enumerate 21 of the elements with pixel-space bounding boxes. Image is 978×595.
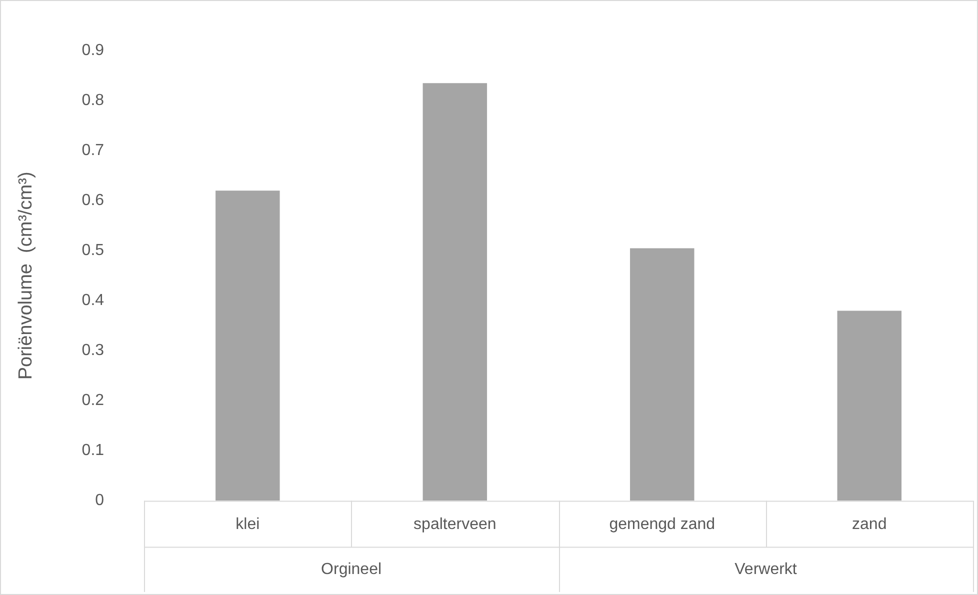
y-tick-label: 0.3 — [82, 342, 104, 360]
x-tick-label: zand — [852, 516, 887, 533]
x-tick-label: spalterveen — [414, 516, 496, 533]
text: Verwerkt — [734, 560, 798, 578]
y-tick-label: 0.1 — [82, 442, 104, 460]
y-tick-label: 0.8 — [82, 92, 104, 110]
y-axis-title: Poriënvolume (cm³/cm³) — [16, 172, 37, 380]
y-tick-label: 0.6 — [82, 192, 104, 210]
y-tick-label: 0 — [95, 492, 104, 510]
bar — [630, 248, 694, 501]
y-tick-label: 0.4 — [82, 292, 104, 310]
y-tick-label: 0.5 — [82, 242, 104, 260]
bar — [837, 310, 902, 501]
x-tick-label: gemengd zand — [609, 516, 716, 533]
text: Orgineel — [321, 560, 382, 578]
y-tick-label: 0.9 — [82, 42, 104, 60]
bar — [216, 190, 280, 501]
y-tick-label: 0.7 — [82, 142, 104, 160]
bar — [422, 83, 488, 501]
y-tick-label: 0.2 — [82, 392, 104, 410]
x-tick-label: klei — [236, 516, 260, 533]
